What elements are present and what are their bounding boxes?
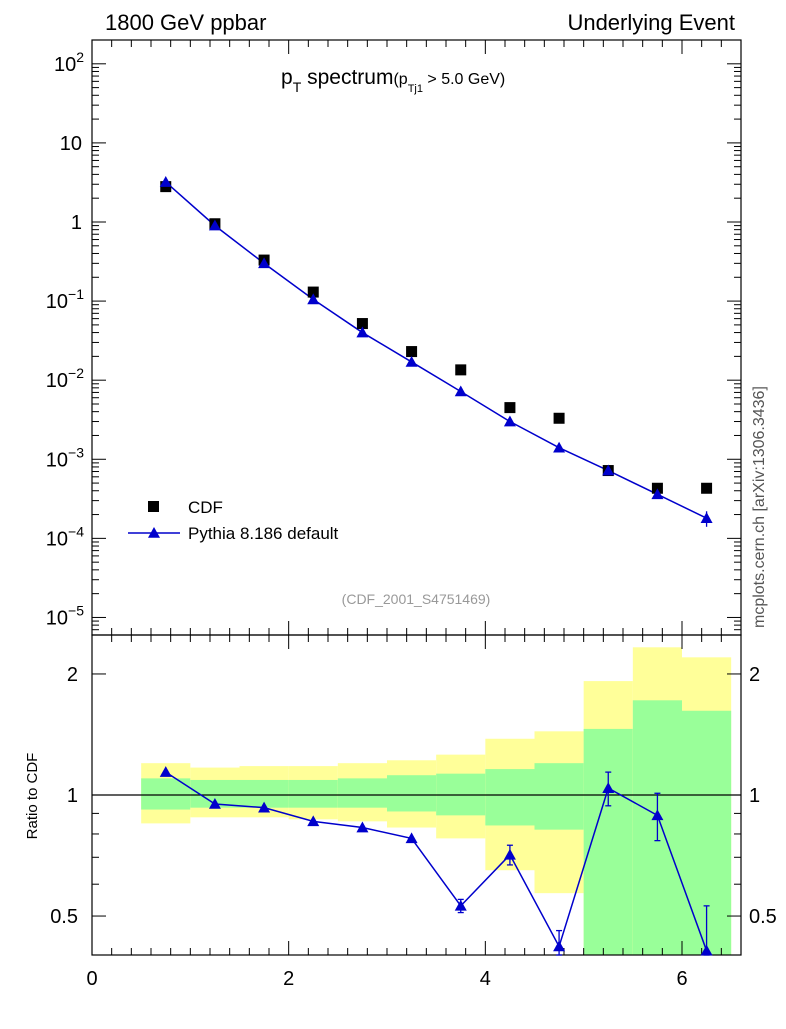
mc-point <box>208 219 221 231</box>
x-tick-label: 4 <box>480 968 491 990</box>
title-cut-open: (p <box>393 71 407 88</box>
y-tick-label: 10−4 <box>46 523 84 550</box>
y-tick-label: 102 <box>54 49 84 76</box>
mc-point <box>454 385 467 397</box>
ratio-point <box>602 782 615 793</box>
y-tick-label: 10 <box>60 133 82 155</box>
title-cut-sub: Tj1 <box>408 83 423 95</box>
mc-point <box>258 257 271 269</box>
tick-base: 10 <box>54 54 76 76</box>
mc-point <box>307 293 320 305</box>
tick-base: 10 <box>46 291 68 313</box>
legend-cdf-label: CDF <box>188 498 223 517</box>
band-inner <box>337 778 387 808</box>
tick-exp: 2 <box>76 49 84 65</box>
mc-point <box>651 488 664 500</box>
header-right: Underlying Event <box>567 10 735 35</box>
ratio-point <box>159 766 172 777</box>
legend: CDF Pythia 8.186 default <box>128 498 339 543</box>
ratio-y-tick-label-right: 1 <box>749 785 760 807</box>
band-inner <box>485 769 535 826</box>
plot-title: pT spectrum(pTj1 > 5.0 GeV) <box>281 66 505 95</box>
legend-mc-label: Pythia 8.186 default <box>188 524 339 543</box>
main-frame <box>91 39 742 636</box>
ratio-line <box>165 771 708 951</box>
mc-line <box>165 181 707 519</box>
ratio-point <box>553 940 566 952</box>
tick-base: 10 <box>46 370 68 392</box>
cdf-point <box>455 364 467 376</box>
ratio-y-tick-label: 0.5 <box>50 906 78 928</box>
tick-base: 10 <box>46 607 68 629</box>
y-tick-label: 10−3 <box>46 444 84 471</box>
legend-cdf-marker <box>148 501 159 512</box>
mc-point <box>159 176 172 187</box>
tick-exp: −3 <box>68 444 84 460</box>
ratio-y-tick-label-right: 0.5 <box>749 906 777 928</box>
ratio-point <box>356 821 369 833</box>
cdf-point <box>504 402 516 414</box>
band-inner <box>387 775 437 812</box>
cdf-point <box>356 318 368 330</box>
ratio-point <box>503 848 516 860</box>
x-tick-label: 2 <box>283 968 294 990</box>
tick-exp: −1 <box>68 286 84 302</box>
y-tick-label: 10−1 <box>46 286 84 313</box>
mc-point <box>602 464 615 476</box>
y-tick-label: 10−5 <box>46 602 84 629</box>
cdf-point <box>307 286 319 298</box>
tick-exp: −2 <box>68 365 84 381</box>
title-main-sub: T <box>293 79 302 95</box>
x-tick-label: 6 <box>676 968 687 990</box>
ratio-ylabel: Ratio to CDF <box>24 753 41 840</box>
side-label: mcplots.cern.ch [arXiv:1306.3436] <box>751 386 768 628</box>
title-main: p <box>281 66 293 89</box>
ratio-point <box>405 832 418 844</box>
ratio-point <box>307 815 320 827</box>
y-tick-label: 10−2 <box>46 365 84 392</box>
y-tick-label: 1 <box>71 212 82 234</box>
header-left: 1800 GeV ppbar <box>105 10 266 35</box>
cdf-point <box>406 346 418 358</box>
ratio-y-tick-label: 1 <box>67 785 78 807</box>
ratio-point <box>208 797 221 809</box>
ratio-point <box>700 944 713 956</box>
mc-point <box>405 355 418 367</box>
title-word: spectrum <box>301 66 393 89</box>
ratio-point <box>454 899 467 911</box>
ratio-y-tick-label: 2 <box>67 664 78 686</box>
cdf-point <box>701 482 713 494</box>
band-inner <box>534 763 584 830</box>
ratio-y-tick-label-right: 2 <box>749 664 760 686</box>
cdf-point <box>553 412 565 424</box>
mc-point <box>700 512 713 523</box>
mc-point <box>553 441 566 453</box>
x-tick-label: 0 <box>86 968 97 990</box>
tick-exp: −4 <box>68 523 84 539</box>
mc-point <box>356 326 369 338</box>
tick-base: 10 <box>46 449 68 471</box>
ratio-panel: 0 2 4 6 2 2 1 1 0.5 0.5 <box>50 634 777 990</box>
mc-point <box>503 415 516 427</box>
tick-exp: −5 <box>68 602 84 618</box>
legend-mc-marker <box>148 527 160 538</box>
tick-base: 10 <box>46 528 68 550</box>
band-inner <box>288 779 338 808</box>
title-cut-rest: > 5.0 GeV) <box>423 71 505 88</box>
ratio-point <box>651 809 664 821</box>
ratio-point <box>258 801 271 813</box>
svg-text:pT spectrum(pTj1 > 5.0 GeV): pT spectrum(pTj1 > 5.0 GeV) <box>281 66 505 95</box>
cdf-point <box>651 482 663 494</box>
reference-label: (CDF_2001_S4751469) <box>342 591 491 607</box>
